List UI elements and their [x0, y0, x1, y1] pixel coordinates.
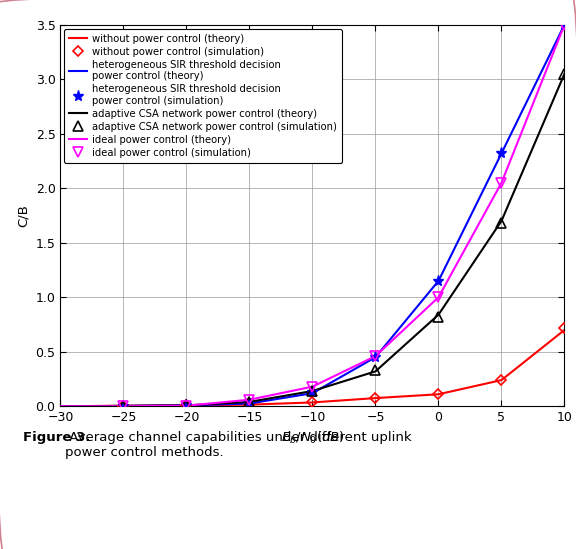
Text: Average channel capabilities under different uplink
power control methods.: Average channel capabilities under diffe… [65, 431, 412, 459]
Text: Figure 3.: Figure 3. [23, 431, 90, 444]
X-axis label: $E_b/N_0(dB)$: $E_b/N_0(dB)$ [281, 430, 344, 446]
Legend: without power control (theory), without power control (simulation), heterogeneou: without power control (theory), without … [65, 29, 342, 163]
Y-axis label: C/B: C/B [17, 204, 30, 227]
